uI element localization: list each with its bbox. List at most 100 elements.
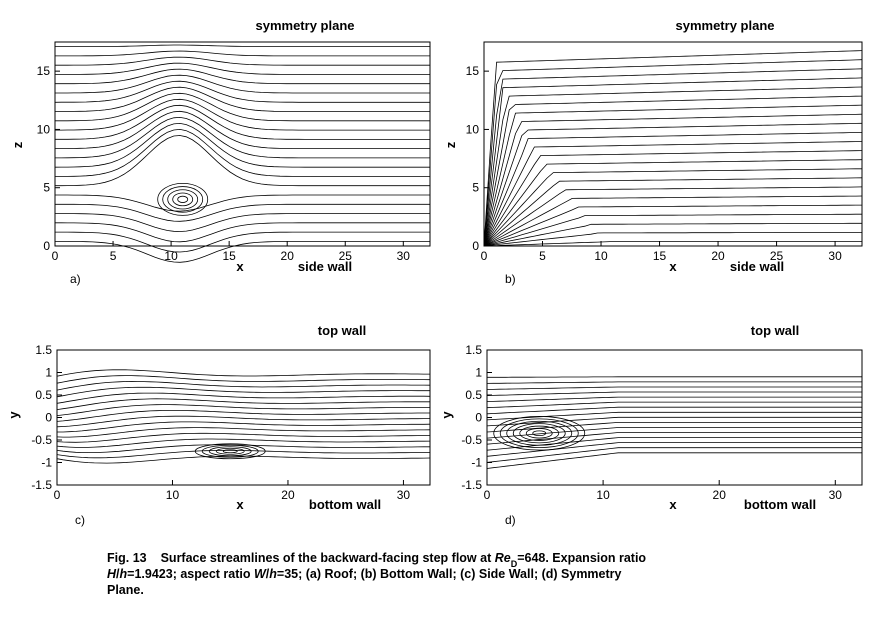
streamline: [55, 194, 430, 212]
x-tick-label: 10: [596, 488, 610, 502]
streamline: [55, 62, 430, 75]
caption-text: Re: [495, 551, 511, 565]
vortex: [177, 195, 189, 203]
streamline: [55, 231, 430, 253]
vortex: [162, 186, 204, 213]
streamline: [486, 396, 862, 402]
streamline: [483, 50, 863, 247]
x-tick-label: 0: [484, 488, 491, 502]
x-tick-label: 10: [164, 249, 178, 263]
streamline: [486, 432, 862, 445]
streamline: [55, 213, 430, 232]
streamline: [55, 98, 430, 131]
streamline: [483, 204, 862, 247]
top-label: top wall: [751, 323, 799, 338]
y-tick-label: 15: [37, 64, 51, 78]
y-tick-label: 10: [37, 122, 51, 136]
x-tick-label: 0: [52, 249, 59, 263]
streamlines: [56, 369, 431, 464]
streamline: [483, 113, 863, 247]
x-tick-label: 30: [828, 249, 842, 263]
streamline: [56, 375, 431, 384]
y-tick-label: 0: [472, 239, 479, 253]
streamline: [486, 447, 862, 463]
streamline: [483, 77, 863, 247]
x-label: x: [236, 259, 244, 274]
streamline: [54, 122, 430, 168]
x-tick-label: 20: [711, 249, 725, 263]
streamline: [56, 438, 431, 448]
panel: 0 10 20 30 -1.5 -1 -0.5 0 0.5 1 1.5 top wall bottom …: [6, 323, 431, 527]
vortex: [222, 449, 238, 454]
x-tick-label: 0: [481, 249, 488, 263]
y-tick-label: 1: [45, 366, 52, 380]
top-label: top wall: [318, 323, 366, 338]
x-tick-label: 5: [539, 249, 546, 263]
streamline: [487, 376, 862, 378]
streamline: [55, 110, 430, 149]
y-tick-label: -1: [41, 456, 52, 470]
streamline: [483, 186, 863, 247]
caption-text: =35; (a) Roof; (b) Bottom Wall; (c) Side…: [277, 567, 622, 581]
streamline: [56, 455, 431, 464]
x-tick-label: 15: [222, 249, 236, 263]
streamline: [56, 386, 430, 398]
x-tick-label: 25: [770, 249, 784, 263]
bottom-label: side wall: [730, 259, 784, 274]
y-tick-label: 0: [475, 411, 482, 425]
streamline: [483, 232, 862, 247]
streamline: [56, 369, 430, 377]
streamline: [56, 380, 431, 391]
streamline: [483, 195, 863, 247]
streamline: [55, 135, 430, 187]
y-tick-label: 1.5: [35, 343, 52, 357]
streamline: [56, 392, 431, 404]
streamline: [483, 122, 863, 247]
streamline: [56, 444, 430, 453]
streamline: [486, 411, 862, 421]
x-tick-label: 10: [166, 488, 180, 502]
panel: 0 10 20 30 -1.5 -1 -0.5 0 0.5 1 1.5 top wall bottom …: [439, 323, 863, 527]
streamline: [483, 150, 863, 247]
vortex: [172, 192, 194, 207]
caption-text: =648. Expansion ratio: [517, 551, 646, 565]
streamline: [486, 386, 862, 390]
streamline: [56, 410, 430, 422]
plot-frame: [483, 41, 863, 247]
panel: 0 5 10 15 20 25 30 0 5 10 15 symmetry plane side wal…: [443, 18, 863, 286]
streamline: [55, 92, 430, 122]
y-tick-label: 10: [466, 122, 480, 136]
x-tick-label: 5: [110, 249, 117, 263]
streamline: [483, 168, 862, 247]
streamline: [483, 95, 863, 247]
y-tick-label: -0.5: [31, 433, 52, 447]
y-tick-label: 5: [43, 181, 50, 195]
x-tick-label: 25: [339, 249, 353, 263]
top-label: symmetry plane: [676, 18, 775, 33]
caption: Fig. 13 Surface streamlines of the backwa…: [107, 551, 646, 597]
streamline: [56, 415, 430, 428]
y-tick-label: 0.5: [465, 388, 482, 402]
y-label: y: [439, 411, 454, 419]
streamlines: [486, 376, 862, 469]
y-tick-label: 5: [472, 181, 479, 195]
streamline: [483, 213, 862, 247]
vortex: [519, 425, 560, 441]
x-tick-label: 20: [281, 249, 295, 263]
caption-text: Fig. 13: [107, 551, 147, 565]
vortex: [157, 182, 209, 216]
streamline: [483, 159, 863, 247]
vortex: [167, 189, 199, 210]
streamline: [483, 222, 862, 247]
streamline: [483, 104, 863, 247]
y-label: z: [443, 141, 458, 148]
x-tick-label: 30: [397, 249, 411, 263]
y-tick-label: -1.5: [461, 478, 482, 492]
streamline: [56, 427, 431, 438]
x-tick-label: 15: [653, 249, 667, 263]
streamline: [483, 68, 863, 247]
y-tick-label: 1: [475, 366, 482, 380]
caption-text: h: [120, 567, 128, 581]
streamline: [56, 404, 430, 416]
